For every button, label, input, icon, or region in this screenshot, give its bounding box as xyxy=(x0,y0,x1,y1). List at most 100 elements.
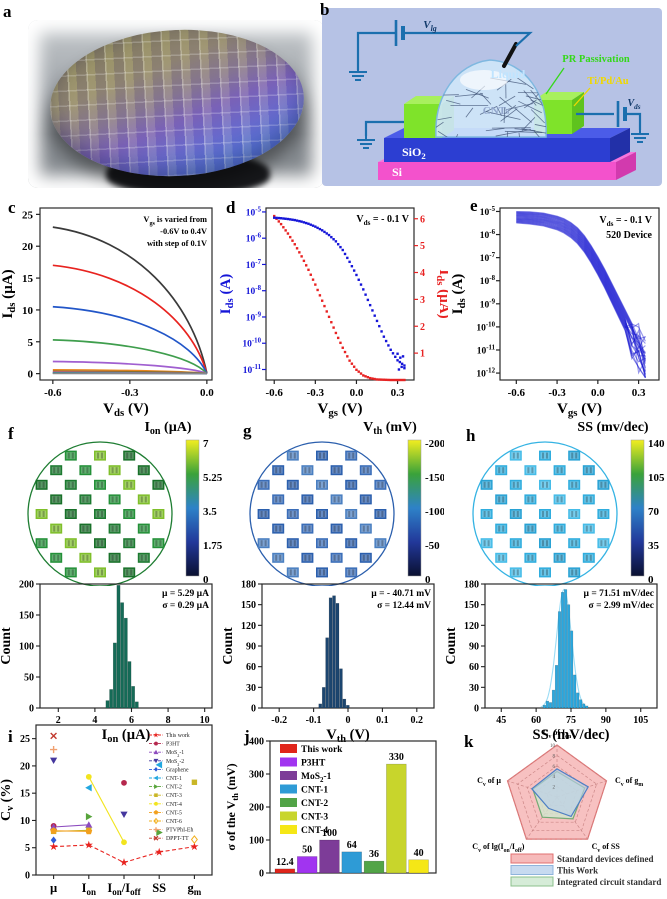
svg-text:Count: Count xyxy=(222,627,236,665)
svg-text:Cv of µ: Cv of µ xyxy=(477,776,501,788)
svg-text:0: 0 xyxy=(648,574,654,586)
svg-text:300: 300 xyxy=(249,770,264,781)
svg-text:σ of the Vth (mV): σ of the Vth (mV) xyxy=(224,763,240,850)
svg-text:20: 20 xyxy=(22,241,34,253)
panel-label-d: d xyxy=(226,198,236,217)
panel-label-j: j xyxy=(244,727,250,746)
svg-text:100: 100 xyxy=(249,836,264,847)
svg-text:330: 330 xyxy=(389,752,404,763)
svg-text:0: 0 xyxy=(474,704,479,715)
svg-text:-100: -100 xyxy=(425,506,444,518)
panel-label-g: g xyxy=(243,421,252,440)
svg-text:MoS2-2: MoS2-2 xyxy=(166,759,184,767)
svg-text:Si: Si xyxy=(392,165,403,179)
svg-text:Ion (µA): Ion (µA) xyxy=(102,727,151,742)
svg-text:75: 75 xyxy=(566,715,576,726)
svg-text:This Work: This Work xyxy=(557,866,598,876)
svg-text:Cv of Ion: Cv of Ion xyxy=(543,728,572,740)
svg-text:0.0: 0.0 xyxy=(200,387,214,399)
svg-text:-0.6: -0.6 xyxy=(508,387,526,399)
svg-text:-0.3: -0.3 xyxy=(307,387,325,399)
f-hist-chart: 0 50 100 150 200 2 4 6 8 10 Count Ion (µA) µ = 5.29 … xyxy=(0,580,213,745)
svg-text:Vth (mV): Vth (mV) xyxy=(363,420,417,437)
svg-text:150: 150 xyxy=(241,600,256,611)
svg-text:10-5: 10-5 xyxy=(246,206,262,218)
svg-text:DPPT-TT: DPPT-TT xyxy=(166,836,189,842)
svg-text:15: 15 xyxy=(20,789,30,800)
svg-text:45: 45 xyxy=(496,715,506,726)
svg-text:2: 2 xyxy=(553,786,556,791)
svg-text:Ion (µA): Ion (µA) xyxy=(144,420,191,437)
svg-text:2: 2 xyxy=(56,715,61,726)
svg-text:CNT-4: CNT-4 xyxy=(301,826,328,836)
svg-text:Vth (V): Vth (V) xyxy=(326,727,370,742)
svg-text:90: 90 xyxy=(469,642,479,653)
svg-text:90: 90 xyxy=(601,715,611,726)
svg-text:CNT-3: CNT-3 xyxy=(301,813,328,823)
svg-text:90: 90 xyxy=(246,642,256,653)
svg-text:0.0: 0.0 xyxy=(350,387,364,399)
svg-text:0: 0 xyxy=(251,704,256,715)
svg-text:-0.2: -0.2 xyxy=(271,715,287,726)
svg-text:-0.3: -0.3 xyxy=(548,387,566,399)
svg-text:105: 105 xyxy=(633,715,648,726)
svg-text:0: 0 xyxy=(29,704,34,715)
ion-histogram-container: 0 50 100 150 200 2 4 6 8 10 Count Ion (µA) µ = 5.29 … xyxy=(0,578,222,747)
svg-text:400: 400 xyxy=(249,737,264,748)
h-hist-chart: 0 30 60 90 120 150 180 45 60 75 90 105 Count SS (mV/d… xyxy=(444,580,658,743)
cnt-network xyxy=(435,75,547,137)
svg-text:64: 64 xyxy=(347,840,357,851)
f-map-chart: 7 5.25 3.5 1.75 0 Ion (µA) xyxy=(27,420,223,587)
svg-text:60: 60 xyxy=(531,715,541,726)
svg-text:Count: Count xyxy=(0,627,14,665)
svg-text:PR Passivation: PR Passivation xyxy=(562,54,630,65)
panel-label-h: h xyxy=(466,426,476,445)
svg-text:10-11: 10-11 xyxy=(477,344,496,356)
svg-text:10: 10 xyxy=(20,816,30,827)
ion-wafer-map-container: 7 5.25 3.5 1.75 0 Ion (µA) xyxy=(0,418,223,591)
svg-text:0: 0 xyxy=(259,869,264,880)
svg-text:Ids (A): Ids (A) xyxy=(218,274,236,315)
g-hist-chart: 0 30 60 90 120 150 180 -0.2 -0.1 0 0.1 0.2 Count Vth … xyxy=(221,580,435,745)
output-curves-chart: 0 5 10 15 20 25 -0.6 -0.3 0.0 Vds (V) Ids (µA) Vgs … xyxy=(0,207,214,419)
svg-text:µ = 5.29 µA: µ = 5.29 µA xyxy=(162,589,209,599)
svg-text:10-5: 10-5 xyxy=(480,206,496,218)
svg-text:50: 50 xyxy=(24,673,34,684)
svg-text:0: 0 xyxy=(346,715,351,726)
svg-text:-50: -50 xyxy=(425,540,440,552)
ss-histogram-container: 0 30 60 90 120 150 180 45 60 75 90 105 Count SS (mV/d… xyxy=(444,578,667,747)
svg-text:140: 140 xyxy=(648,438,665,450)
svg-text:30: 30 xyxy=(246,683,256,694)
svg-text:4: 4 xyxy=(92,715,97,726)
svg-text:0.2: 0.2 xyxy=(411,715,424,726)
svg-text:35: 35 xyxy=(648,540,660,552)
svg-text:0.0: 0.0 xyxy=(591,387,605,399)
svg-text:180: 180 xyxy=(241,580,256,591)
vth-histogram-container: 0 30 60 90 120 150 180 -0.2 -0.1 0 0.1 0.2 Count Vth … xyxy=(221,578,444,747)
multi-device-transfer-chart: 10-5 10-6 10-7 10-8 10-9 10-10 10-11 10-12 -0.6 -… xyxy=(450,206,660,419)
output-curves-container: 0 5 10 15 20 25 -0.6 -0.3 0.0 Vds (V) Ids (µA) Vgs … xyxy=(0,190,218,427)
svg-text:-0.6V to 0.4V: -0.6V to 0.4V xyxy=(160,227,207,236)
svg-text:σ = 2.99 mV/dec: σ = 2.99 mV/dec xyxy=(589,601,654,611)
svg-text:µ = - 40.71 mV: µ = - 40.71 mV xyxy=(371,589,431,599)
svg-text:This work: This work xyxy=(166,733,190,739)
svg-text:5: 5 xyxy=(28,337,34,349)
svg-text:200: 200 xyxy=(249,803,264,814)
svg-text:PTVPhI-Eh: PTVPhI-Eh xyxy=(166,828,193,834)
svg-text:5: 5 xyxy=(25,843,30,854)
svg-text:Ion/Ioff: Ion/Ioff xyxy=(107,881,141,897)
svg-text:Ion: Ion xyxy=(82,881,96,897)
svg-text:Ids (µA): Ids (µA) xyxy=(0,269,18,318)
svg-text:20: 20 xyxy=(20,761,30,772)
vth-wafer-map-container: -200 -150 -100 -50 0 Vth (mV) xyxy=(222,418,446,591)
svg-text:Count: Count xyxy=(445,627,459,665)
panel-label-b: b xyxy=(320,0,330,19)
device-schematic: Vlg Liquid PR Passivation Ti/Pd/Au CNTs SiO2 S… xyxy=(322,8,662,186)
svg-text:200: 200 xyxy=(19,580,34,591)
svg-text:6: 6 xyxy=(553,765,556,770)
svg-text:10-9: 10-9 xyxy=(480,298,496,310)
svg-text:10-10: 10-10 xyxy=(476,321,495,333)
svg-text:50: 50 xyxy=(302,845,312,856)
svg-text:CNT-6: CNT-6 xyxy=(166,819,182,825)
